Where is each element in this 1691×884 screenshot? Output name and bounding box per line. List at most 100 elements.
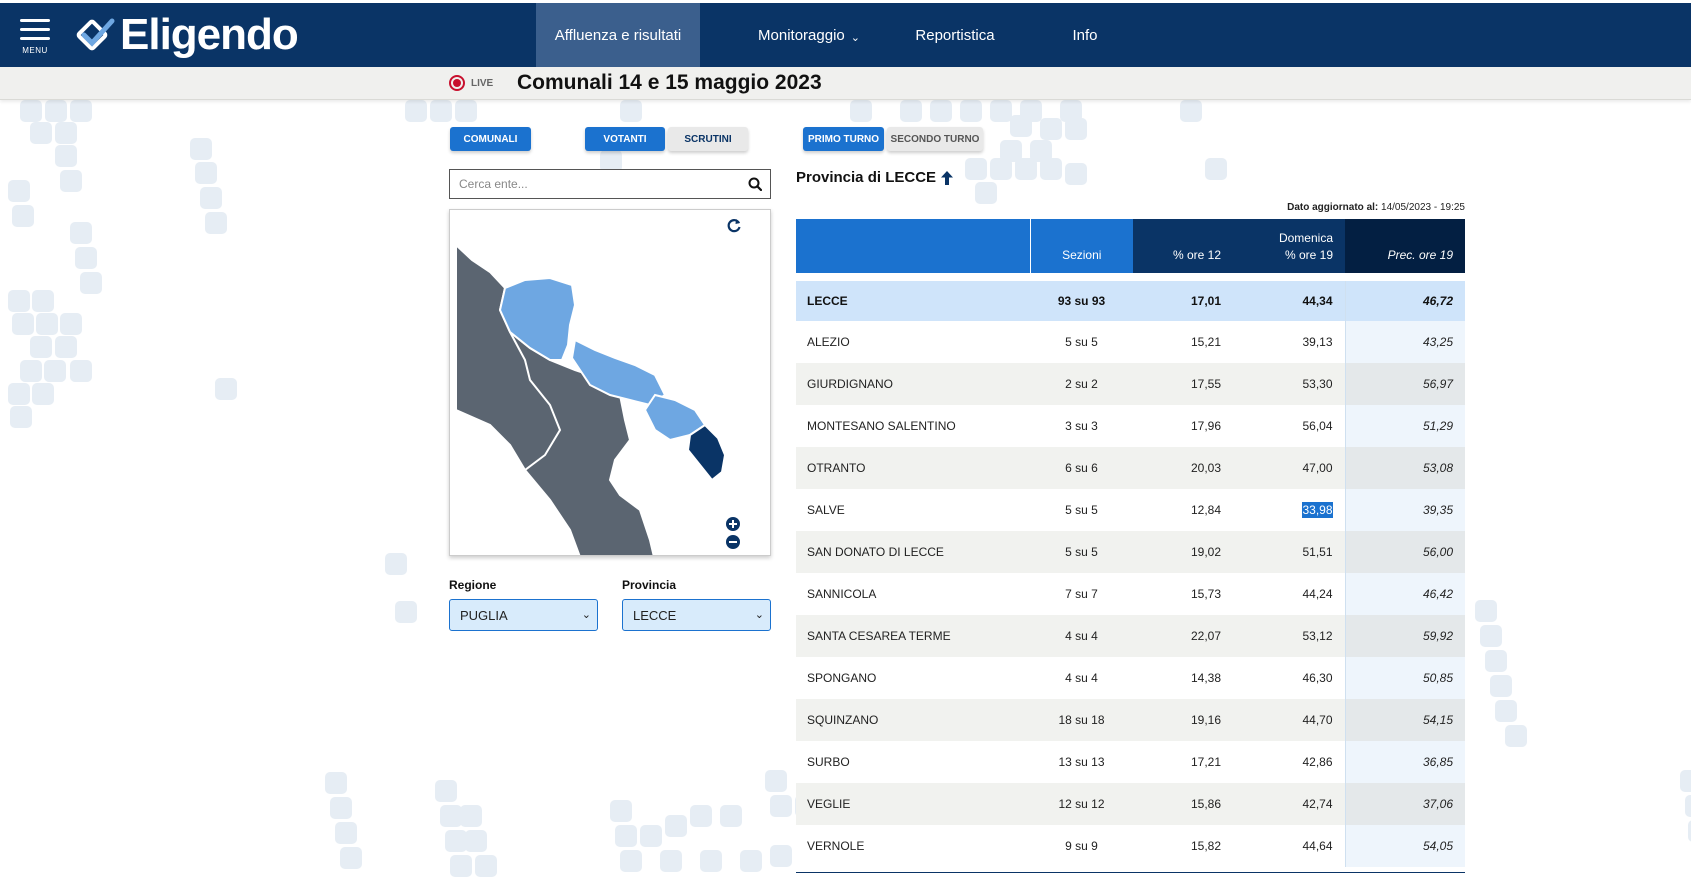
cell-name: MONTESANO SALENTINO [796,405,1030,447]
refresh-icon[interactable] [726,217,742,238]
background-tile [55,122,77,144]
province-title[interactable]: Provincia di LECCE [796,169,954,186]
region-map [449,209,771,556]
primo-turno-button[interactable]: PRIMO TURNO [803,127,884,151]
search-box [449,169,771,199]
table-row[interactable]: ALEZIO 5 su 5 15,21 39,13 43,25 [796,321,1465,363]
background-tile [32,383,54,405]
nav-monitoraggio[interactable]: Monitoraggio ⌄ [700,3,890,67]
background-tile [1475,600,1497,622]
background-tile [850,100,872,122]
background-tile [1030,140,1052,162]
background-tile [1505,725,1527,747]
cell-prec: 54,05 [1344,825,1465,867]
cell-name: SAN DONATO DI LECCE [796,531,1030,573]
header-ente [796,219,1030,273]
top-navigation-bar: MENU Eligendo Affluenza e risultati Moni… [0,3,1691,67]
map-area-bat[interactable] [498,276,577,361]
background-tile [1060,100,1082,122]
cell-name: GIURDIGNANO [796,363,1030,405]
map-area-bari[interactable] [455,242,562,472]
cell-ore19: 47,00 [1233,447,1345,489]
background-tile [70,100,92,122]
background-tile [770,845,792,867]
nav-monitoraggio-label: Monitoraggio [758,26,845,44]
table-row[interactable]: OTRANTO 6 su 6 20,03 47,00 53,08 [796,447,1465,489]
search-input[interactable] [450,177,740,191]
background-tile [195,162,217,184]
regione-value: PUGLIA [460,607,508,623]
background-tile [20,100,42,122]
background-tile [700,850,722,872]
background-tile [1015,158,1037,180]
comunali-button[interactable]: COMUNALI [450,127,531,151]
hamburger-icon [20,18,50,22]
background-tile [615,825,637,847]
cell-sezioni: 5 su 5 [1030,489,1133,531]
arrow-up-icon[interactable] [940,170,954,186]
background-tile [610,800,632,822]
background-tile [1040,158,1062,180]
cell-ore19: 44,34 [1233,281,1345,321]
zoom-out-icon[interactable] [726,535,740,554]
table-row[interactable]: MONTESANO SALENTINO 3 su 3 17,96 56,04 51,29 [796,405,1465,447]
nav-info[interactable]: Info [1072,26,1098,44]
chevron-down-icon: ⌄ [754,609,764,621]
menu-button[interactable]: MENU [0,3,70,67]
scrutini-button[interactable]: SCRUTINI [668,127,748,151]
background-tile [1180,100,1202,122]
background-tile [770,795,792,817]
cell-ore19: 42,86 [1233,741,1345,783]
cell-name: ALEZIO [796,321,1030,363]
table-row[interactable]: SPONGANO 4 su 4 14,38 46,30 50,85 [796,657,1465,699]
live-record-icon [449,75,465,91]
map-area-selected[interactable] [686,423,727,482]
table-row[interactable]: VEGLIE 12 su 12 15,86 42,74 37,06 [796,783,1465,825]
header-prec: Prec. ore 19 [1345,219,1465,273]
cell-prec: 59,92 [1344,615,1465,657]
table-row[interactable]: SQUINZANO 18 su 18 19,16 44,70 54,15 [796,699,1465,741]
background-tile [930,100,952,122]
background-tile [465,830,487,852]
cell-name: SQUINZANO [796,699,1030,741]
background-tile [435,780,457,802]
background-tile [900,100,922,122]
table-row[interactable]: SANNICOLA 7 su 7 15,73 44,24 46,42 [796,573,1465,615]
background-tile [335,822,357,844]
table-row[interactable]: SALVE 5 su 5 12,84 33,98 39,35 [796,489,1465,531]
cell-prec: 56,00 [1344,531,1465,573]
secondo-turno-button[interactable]: SECONDO TURNO [887,127,983,151]
provincia-select[interactable]: LECCE ⌄ [622,599,771,631]
nav-affluenza-risultati[interactable]: Affluenza e risultati [536,3,700,67]
zoom-in-icon[interactable] [726,517,740,536]
background-tile [450,855,472,877]
table-row-province-total[interactable]: LECCE 93 su 93 17,01 44,34 46,72 [796,281,1465,321]
regione-select[interactable]: PUGLIA ⌄ [449,599,598,631]
background-tile [30,122,52,144]
cell-ore19: 44,64 [1233,825,1345,867]
logo[interactable]: Eligendo [76,3,536,67]
table-row[interactable]: VERNOLE 9 su 9 15,82 44,64 54,05 [796,825,1465,867]
cell-ore19: 53,12 [1233,615,1345,657]
cell-prec: 46,72 [1344,281,1465,321]
table-row[interactable]: GIURDIGNANO 2 su 2 17,55 53,30 56,97 [796,363,1465,405]
background-tile [1485,650,1507,672]
provincia-label: Provincia [622,578,677,592]
table-row[interactable]: SANTA CESAREA TERME 4 su 4 22,07 53,12 59,92 [796,615,1465,657]
votanti-button[interactable]: VOTANTI [585,127,665,151]
election-subheader: LIVE Comunali 14 e 15 maggio 2023 [0,67,1691,100]
cell-name: SPONGANO [796,657,1030,699]
background-tile [44,360,66,382]
background-tile [665,815,687,837]
table-row[interactable]: SAN DONATO DI LECCE 5 su 5 19,02 51,51 56,00 [796,531,1465,573]
cell-sezioni: 6 su 6 [1030,447,1133,489]
cell-name: VEGLIE [796,783,1030,825]
table-row[interactable]: SURBO 13 su 13 17,21 42,86 36,85 [796,741,1465,783]
nav-reportistica[interactable]: Reportistica [915,26,995,44]
header-ore19: Domenica % ore 19 [1233,219,1345,273]
cell-ore19: 51,51 [1233,531,1345,573]
cell-ore12: 12,84 [1133,489,1233,531]
search-icon[interactable] [740,177,770,191]
background-tile [10,406,32,428]
background-tile [1685,795,1691,817]
